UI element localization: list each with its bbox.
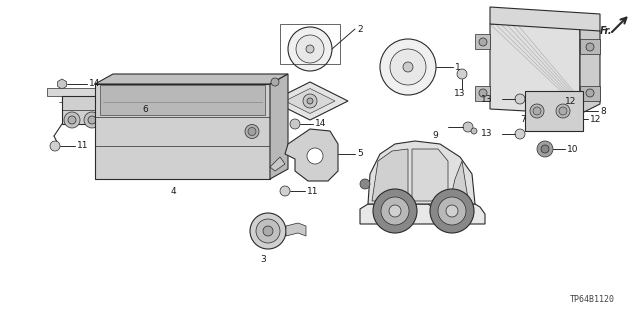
Circle shape [541, 145, 549, 153]
Polygon shape [490, 19, 580, 114]
Text: 6: 6 [142, 106, 148, 115]
Text: 1: 1 [455, 63, 461, 71]
Circle shape [463, 122, 473, 132]
Circle shape [250, 213, 286, 249]
Text: 14: 14 [89, 79, 100, 88]
Circle shape [88, 116, 96, 124]
Circle shape [389, 205, 401, 217]
Polygon shape [95, 74, 288, 84]
Polygon shape [450, 161, 468, 201]
Circle shape [564, 113, 576, 125]
Text: 9: 9 [432, 130, 438, 139]
Polygon shape [490, 7, 600, 31]
Circle shape [245, 124, 259, 138]
Text: 4: 4 [171, 187, 177, 196]
Circle shape [307, 148, 323, 164]
Circle shape [586, 89, 594, 97]
Polygon shape [270, 74, 288, 179]
Circle shape [307, 98, 313, 104]
Circle shape [381, 197, 409, 225]
Polygon shape [360, 204, 485, 224]
Circle shape [306, 45, 314, 53]
Bar [62, 96, 137, 124]
Bar [95, 84, 270, 179]
Circle shape [533, 107, 541, 115]
Polygon shape [475, 34, 490, 49]
Polygon shape [286, 223, 306, 236]
Text: Fr.: Fr. [600, 26, 612, 36]
Bar [100, 85, 265, 115]
Circle shape [271, 78, 279, 86]
Circle shape [438, 197, 466, 225]
Text: 13: 13 [454, 90, 465, 99]
Text: 12: 12 [565, 97, 577, 106]
Polygon shape [475, 86, 490, 101]
Text: TP64B1120: TP64B1120 [570, 295, 615, 304]
Text: 5: 5 [357, 150, 363, 159]
Text: 13: 13 [481, 130, 492, 138]
Polygon shape [580, 86, 600, 101]
Circle shape [360, 179, 370, 189]
Circle shape [457, 69, 467, 79]
Circle shape [68, 116, 76, 124]
Circle shape [556, 104, 570, 118]
Circle shape [559, 107, 567, 115]
Polygon shape [285, 88, 335, 114]
Polygon shape [285, 129, 338, 181]
Circle shape [106, 112, 122, 128]
Circle shape [515, 129, 525, 139]
Circle shape [446, 205, 458, 217]
Polygon shape [272, 82, 348, 120]
Circle shape [471, 128, 477, 134]
Circle shape [303, 94, 317, 108]
Text: 11: 11 [77, 142, 88, 151]
Text: 3: 3 [260, 255, 266, 263]
Circle shape [537, 141, 553, 157]
Circle shape [403, 62, 413, 72]
Text: 10: 10 [567, 145, 579, 153]
Polygon shape [47, 88, 142, 96]
Circle shape [586, 43, 594, 51]
Circle shape [296, 35, 324, 63]
Polygon shape [372, 149, 408, 201]
Text: 13: 13 [481, 94, 492, 103]
Circle shape [248, 128, 256, 136]
Bar [280, 24, 340, 64]
Circle shape [64, 112, 80, 128]
Circle shape [539, 95, 551, 107]
Text: 8: 8 [600, 107, 605, 115]
Text: 2: 2 [357, 25, 363, 33]
Circle shape [50, 141, 60, 151]
Circle shape [479, 38, 487, 46]
Circle shape [380, 39, 436, 95]
Circle shape [288, 27, 332, 71]
Circle shape [263, 226, 273, 236]
Text: 12: 12 [590, 115, 602, 123]
Circle shape [280, 186, 290, 196]
Polygon shape [580, 39, 600, 54]
Circle shape [84, 112, 100, 128]
Circle shape [479, 89, 487, 97]
Polygon shape [270, 157, 285, 171]
Circle shape [530, 104, 544, 118]
Circle shape [515, 94, 525, 104]
Text: 7: 7 [520, 115, 525, 123]
Circle shape [290, 119, 300, 129]
Circle shape [373, 189, 417, 233]
Text: 11: 11 [307, 187, 319, 196]
Circle shape [110, 116, 118, 124]
Circle shape [256, 219, 280, 243]
Polygon shape [580, 19, 600, 114]
Polygon shape [58, 79, 67, 89]
Bar [525, 91, 583, 131]
Circle shape [390, 49, 426, 85]
Text: 14: 14 [315, 120, 326, 129]
Polygon shape [412, 149, 448, 201]
Polygon shape [368, 141, 475, 204]
Circle shape [430, 189, 474, 233]
